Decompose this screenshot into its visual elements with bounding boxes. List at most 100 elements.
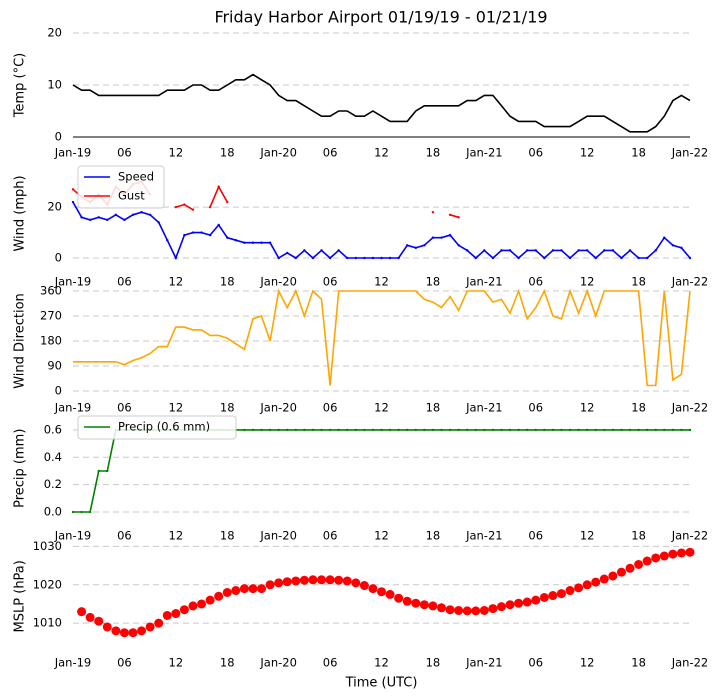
- point: [154, 618, 164, 628]
- point: [448, 213, 452, 216]
- point: [474, 428, 477, 432]
- point: [128, 628, 138, 638]
- point: [585, 249, 589, 252]
- point: [303, 249, 306, 252]
- point: [97, 216, 100, 219]
- point: [337, 428, 340, 432]
- point: [205, 595, 215, 605]
- point: [611, 249, 615, 252]
- point: [385, 589, 395, 599]
- x-tick-label: Jan-22: [671, 656, 709, 670]
- point: [565, 586, 575, 596]
- point: [488, 604, 498, 614]
- x-tick-label: Jan-20: [259, 656, 297, 670]
- point: [419, 600, 429, 610]
- point: [123, 218, 126, 222]
- point: [363, 428, 366, 432]
- point: [214, 591, 224, 601]
- point: [539, 592, 549, 602]
- point: [388, 256, 392, 260]
- point: [171, 609, 181, 619]
- point: [402, 596, 412, 606]
- y-tick-label: 0: [55, 384, 62, 398]
- point: [157, 221, 160, 224]
- point: [676, 548, 686, 558]
- point: [411, 598, 421, 608]
- point: [577, 428, 580, 432]
- point: [637, 428, 640, 432]
- point: [179, 605, 189, 615]
- y-axis-label: Wind (mph): [13, 175, 28, 251]
- point: [594, 428, 597, 432]
- point: [102, 622, 112, 632]
- x-tick-label: Jan-20: [259, 529, 297, 543]
- point: [231, 586, 241, 596]
- point: [251, 241, 255, 244]
- point: [462, 606, 472, 616]
- point: [137, 626, 147, 636]
- x-tick-label: Jan-21: [465, 275, 503, 289]
- point: [522, 597, 532, 607]
- x-tick-label: 18: [220, 146, 235, 160]
- x-tick-label: Jan-22: [671, 275, 709, 289]
- y-tick-label: 0.0: [44, 505, 62, 519]
- y-tick-label: 360: [40, 283, 62, 297]
- y-tick-label: 1030: [33, 539, 62, 553]
- point: [534, 428, 537, 432]
- point: [325, 575, 335, 585]
- point: [97, 469, 100, 473]
- point: [668, 549, 678, 559]
- x-tick-label: 06: [323, 656, 338, 670]
- point: [591, 577, 601, 587]
- legend-label: Speed: [118, 170, 154, 184]
- point: [634, 559, 644, 569]
- point: [191, 208, 195, 211]
- x-tick-label: 06: [528, 529, 543, 543]
- point: [663, 428, 666, 432]
- point: [337, 249, 340, 252]
- point: [406, 428, 409, 432]
- point: [183, 203, 186, 206]
- point: [534, 249, 537, 252]
- point: [397, 256, 400, 260]
- point: [346, 256, 349, 260]
- point: [491, 256, 495, 260]
- x-tick-label: 12: [580, 529, 595, 543]
- point: [183, 233, 186, 237]
- x-tick-label: Jan-22: [671, 146, 709, 160]
- point: [551, 249, 555, 252]
- x-tick-label: 12: [169, 146, 184, 160]
- y-tick-label: 180: [40, 334, 62, 348]
- y-tick-label: 90: [47, 359, 62, 373]
- point: [363, 256, 366, 260]
- x-tick-label: 06: [117, 656, 132, 670]
- y-tick-label: 0.4: [44, 450, 62, 464]
- legend: Precip (0.6 mm): [77, 415, 237, 440]
- point: [531, 595, 541, 605]
- point: [291, 576, 301, 586]
- x-tick-label: 06: [117, 275, 132, 289]
- point: [248, 584, 258, 594]
- point: [303, 428, 306, 432]
- x-tick-label: Jan-19: [54, 401, 92, 415]
- point: [251, 428, 255, 432]
- point: [277, 428, 280, 432]
- point: [688, 428, 692, 432]
- point: [334, 575, 344, 585]
- y-tick-label: 10: [47, 78, 62, 92]
- point: [268, 428, 272, 432]
- point: [651, 553, 661, 563]
- point: [380, 256, 383, 260]
- point: [320, 249, 323, 252]
- point: [611, 428, 615, 432]
- point: [351, 578, 361, 588]
- point: [440, 236, 443, 239]
- point: [431, 428, 435, 432]
- point: [354, 256, 357, 260]
- point: [311, 256, 315, 260]
- point: [568, 428, 572, 432]
- point: [268, 241, 272, 244]
- y-tick-label: 0.2: [44, 477, 62, 491]
- x-tick-label: 12: [169, 275, 184, 289]
